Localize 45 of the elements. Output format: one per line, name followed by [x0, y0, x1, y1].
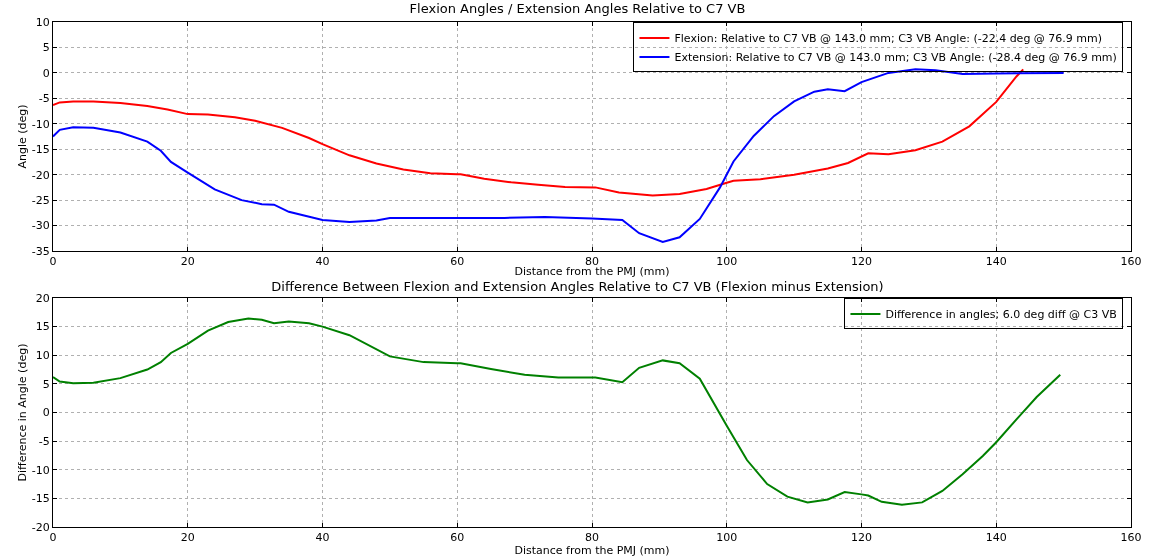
- x-tick-label: 160: [1120, 255, 1142, 269]
- line-series: [53, 68, 1025, 197]
- y-axis-title: Difference in Angle (deg): [16, 343, 30, 482]
- y-tick-label: -15: [31, 143, 50, 157]
- y-tick-label: -25: [31, 193, 50, 207]
- y-tick-label: -5: [38, 434, 50, 448]
- line-series: [53, 68, 1065, 243]
- x-tick-label: 20: [180, 531, 195, 545]
- chart-title: Flexion Angles / Extension Angles Relative to C7 VB: [409, 1, 746, 17]
- legend-label: Flexion: Relative to C7 VB @ 143.0 mm; C3 VB Angle: (-22.4 deg @ 76.9 mm): [674, 32, 1103, 46]
- y-tick-label: 0: [42, 66, 50, 80]
- x-axis-title: Distance from the PMJ (mm): [514, 544, 670, 557]
- x-tick-label: 140: [985, 531, 1007, 545]
- y-tick-label: 20: [35, 291, 50, 305]
- x-tick-label: 120: [851, 255, 872, 269]
- y-tick-label: 10: [35, 349, 50, 363]
- y-tick-label: -35: [31, 244, 50, 258]
- y-tick-label: 10: [35, 15, 50, 29]
- x-tick-label: 80: [585, 531, 599, 545]
- y-tick-label: 15: [35, 320, 50, 334]
- x-tick-label: 100: [716, 255, 738, 269]
- x-tick-label: 120: [851, 531, 872, 545]
- legend-label: Difference in angles; 6.0 deg diff @ C3 VB: [885, 308, 1117, 322]
- y-tick-label: -10: [31, 117, 50, 131]
- y-tick-label: -20: [31, 168, 50, 182]
- y-tick-label: 0: [42, 406, 50, 420]
- y-axis-title: Angle (deg): [16, 104, 30, 169]
- y-tick-label: -5: [38, 92, 50, 106]
- x-axis-title: Distance from the PMJ (mm): [514, 265, 670, 278]
- x-tick-label: 40: [315, 531, 330, 545]
- y-tick-label: 5: [42, 41, 50, 55]
- y-tick-label: -10: [31, 463, 50, 477]
- x-tick-label: 100: [716, 531, 738, 545]
- y-tick-label: 5: [42, 377, 50, 391]
- x-tick-label: 160: [1120, 531, 1142, 545]
- x-tick-label: 40: [315, 255, 330, 269]
- y-tick-label: -15: [31, 492, 50, 506]
- x-tick-label: 60: [450, 531, 465, 545]
- chart-title: Difference Between Flexion and Extension Angles Relative to C7 VB (Flexion minus Extension): [271, 279, 884, 295]
- x-tick-label: 140: [985, 255, 1007, 269]
- x-tick-label: 20: [180, 255, 195, 269]
- legend-label: Extension: Relative to C7 VB @ 143.0 mm; C3 VB Angle: (-28.4 deg @ 76.9 mm): [674, 51, 1117, 65]
- y-tick-label: -30: [31, 219, 50, 233]
- x-tick-label: 60: [450, 255, 465, 269]
- y-tick-label: -20: [31, 520, 50, 534]
